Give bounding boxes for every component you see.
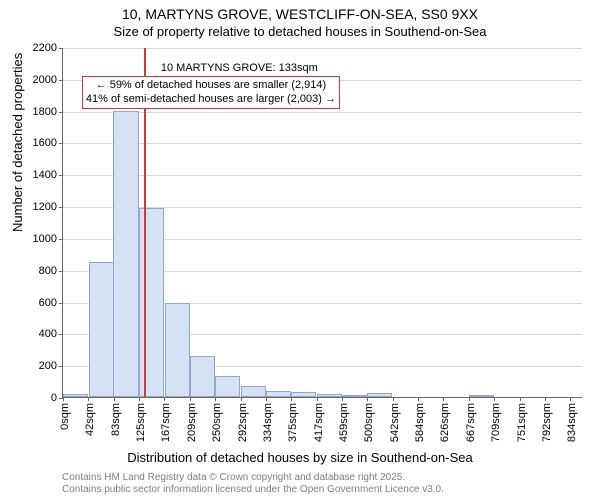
ytick-mark <box>59 303 63 304</box>
histogram-bar <box>215 376 240 397</box>
xtick-mark <box>114 397 115 401</box>
ytick-label: 1400 <box>33 169 57 181</box>
histogram-bar <box>266 391 291 397</box>
gridline <box>63 175 582 176</box>
histogram-bar <box>63 394 88 397</box>
xtick-mark <box>317 397 318 401</box>
xtick-mark <box>393 397 394 401</box>
xtick-label: 459sqm <box>338 403 350 442</box>
xtick-label: 542sqm <box>389 403 401 442</box>
ytick-mark <box>59 80 63 81</box>
xtick-label: 83sqm <box>110 403 122 436</box>
xtick-mark <box>139 397 140 401</box>
xtick-label: 667sqm <box>465 403 477 442</box>
xtick-mark <box>494 397 495 401</box>
ytick-mark <box>59 366 63 367</box>
histogram-bar <box>291 392 316 397</box>
xtick-mark <box>367 397 368 401</box>
xtick-mark <box>570 397 571 401</box>
ytick-label: 800 <box>39 265 57 277</box>
xtick-label: 375sqm <box>287 403 299 442</box>
xtick-mark <box>164 397 165 401</box>
xtick-mark <box>520 397 521 401</box>
gridline <box>63 143 582 144</box>
histogram-chart: 10, MARTYNS GROVE, WESTCLIFF-ON-SEA, SS0… <box>0 0 600 500</box>
xtick-label: 42sqm <box>84 403 96 436</box>
xtick-mark <box>342 397 343 401</box>
xtick-mark <box>469 397 470 401</box>
xtick-label: 751sqm <box>516 403 528 442</box>
annotation-line-b: 41% of semi-detached houses are larger (… <box>86 93 336 107</box>
xtick-label: 0sqm <box>59 403 71 430</box>
histogram-bar <box>89 262 114 397</box>
ytick-mark <box>59 239 63 240</box>
xtick-mark <box>241 397 242 401</box>
xtick-label: 417sqm <box>313 403 325 442</box>
xtick-mark <box>215 397 216 401</box>
ytick-mark <box>59 271 63 272</box>
xtick-label: 250sqm <box>211 403 223 442</box>
annotation-line-a: ← 59% of detached houses are smaller (2,… <box>86 79 336 93</box>
ytick-label: 0 <box>51 392 57 404</box>
ytick-label: 1800 <box>33 106 57 118</box>
gridline <box>63 48 582 49</box>
chart-title: 10, MARTYNS GROVE, WESTCLIFF-ON-SEA, SS0… <box>0 6 600 22</box>
xtick-mark <box>88 397 89 401</box>
ytick-mark <box>59 112 63 113</box>
ytick-label: 1200 <box>33 201 57 213</box>
xtick-label: 209sqm <box>186 403 198 442</box>
xtick-label: 125sqm <box>135 403 147 442</box>
ytick-mark <box>59 175 63 176</box>
y-axis-label: Number of detached properties <box>10 53 25 232</box>
ytick-label: 2200 <box>33 42 57 54</box>
footer-line-1: Contains HM Land Registry data © Crown c… <box>62 472 405 485</box>
xtick-mark <box>266 397 267 401</box>
xtick-label: 792sqm <box>541 403 553 442</box>
footer-line-2: Contains public sector information licen… <box>62 484 444 497</box>
plot-area: 0200400600800100012001400160018002000220… <box>62 48 582 398</box>
histogram-bar <box>241 386 266 397</box>
xtick-mark <box>443 397 444 401</box>
ytick-mark <box>59 48 63 49</box>
annotation-box: ← 59% of detached houses are smaller (2,… <box>82 76 340 110</box>
histogram-bar <box>367 393 392 397</box>
histogram-bar <box>317 394 342 397</box>
xtick-label: 500sqm <box>363 403 375 442</box>
xtick-mark <box>63 397 64 401</box>
xtick-mark <box>418 397 419 401</box>
histogram-bar <box>190 356 215 397</box>
xtick-label: 709sqm <box>490 403 502 442</box>
ytick-mark <box>59 143 63 144</box>
histogram-bar <box>139 208 164 397</box>
chart-subtitle: Size of property relative to detached ho… <box>0 24 600 39</box>
ytick-label: 600 <box>39 297 57 309</box>
ytick-mark <box>59 334 63 335</box>
ytick-label: 400 <box>39 328 57 340</box>
xtick-label: 584sqm <box>414 403 426 442</box>
histogram-bar <box>165 303 190 397</box>
ytick-label: 1000 <box>33 233 57 245</box>
xtick-mark <box>291 397 292 401</box>
xtick-label: 167sqm <box>160 403 172 442</box>
gridline <box>63 112 582 113</box>
xtick-label: 834sqm <box>566 403 578 442</box>
xtick-label: 292sqm <box>237 403 249 442</box>
ytick-mark <box>59 207 63 208</box>
ytick-label: 2000 <box>33 74 57 86</box>
xtick-label: 334sqm <box>262 403 274 442</box>
xtick-label: 626sqm <box>439 403 451 442</box>
xtick-mark <box>545 397 546 401</box>
ytick-label: 1600 <box>33 137 57 149</box>
histogram-bar <box>113 111 138 397</box>
xtick-mark <box>190 397 191 401</box>
histogram-bar <box>469 395 494 397</box>
x-axis-label: Distribution of detached houses by size … <box>0 450 600 465</box>
histogram-bar <box>342 395 367 397</box>
ytick-label: 200 <box>39 360 57 372</box>
